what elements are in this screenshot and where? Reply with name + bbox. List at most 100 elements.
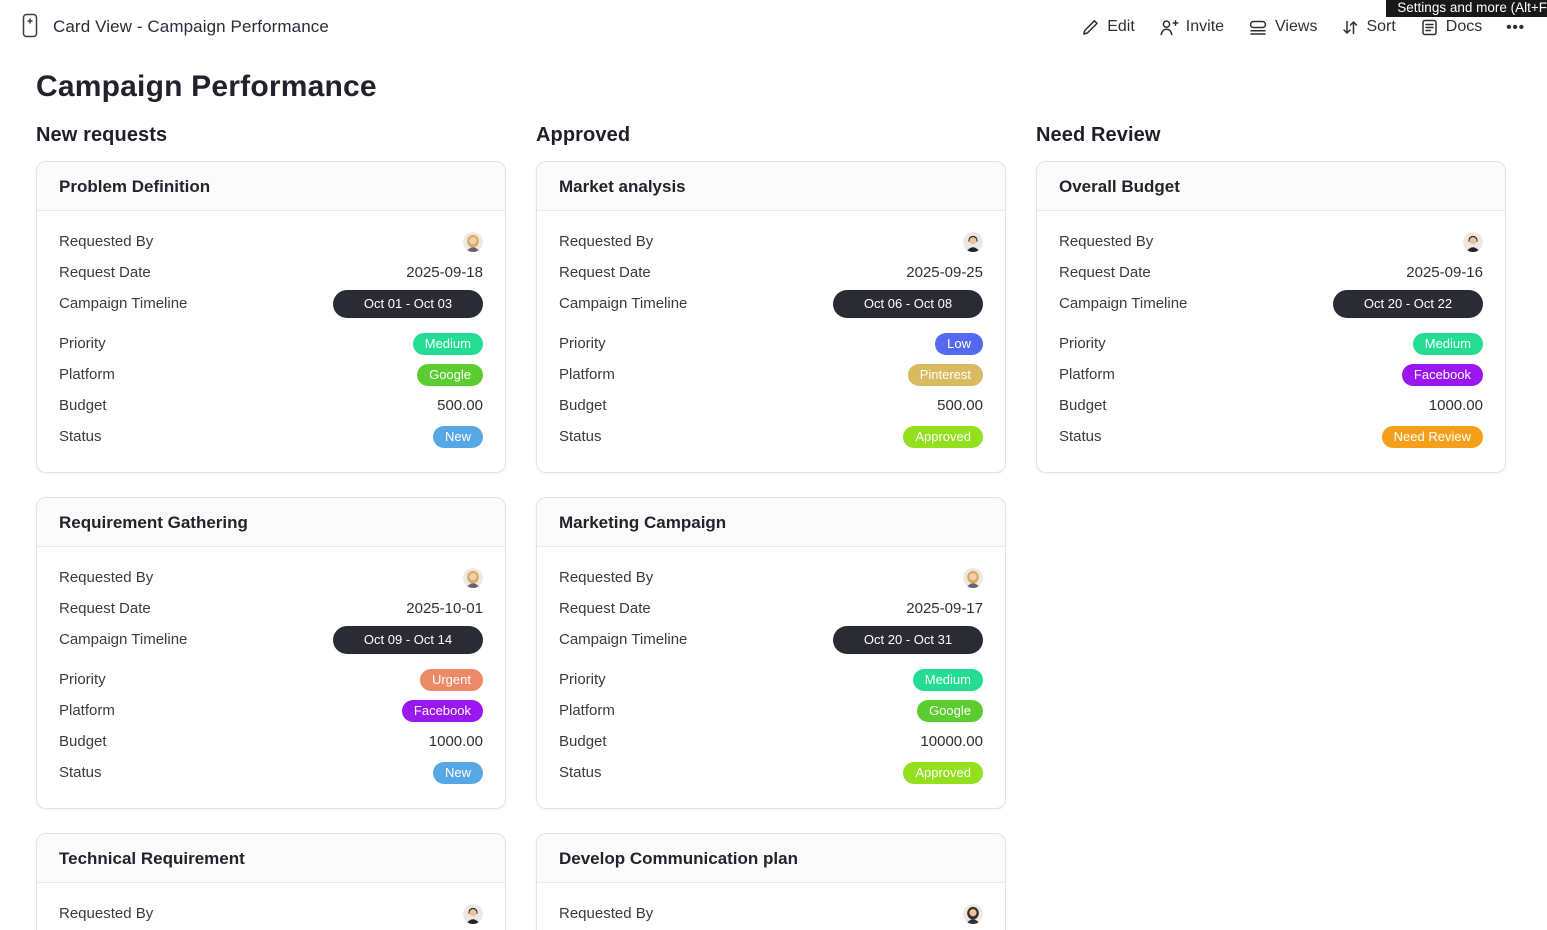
field-row-status: Status New [59, 757, 483, 788]
field-row-requested-by: Requested By [559, 562, 983, 593]
status-pill: Approved [903, 761, 983, 784]
card-header: Market analysis [537, 162, 1005, 211]
budget-value: 500.00 [937, 397, 983, 414]
ellipsis-icon: ••• [1506, 18, 1525, 36]
field-label: Request Date [559, 264, 651, 281]
priority-pill: Low [935, 332, 983, 355]
field-label: Priority [1059, 335, 1106, 352]
card-view-window-button[interactable] [20, 13, 40, 42]
field-row-status: Status Approved [559, 421, 983, 452]
card-title: Market analysis [559, 177, 686, 196]
field-label: Priority [59, 335, 106, 352]
card-technical-requirement[interactable]: Technical Requirement Requested By [36, 833, 506, 930]
topbar: Card View - Campaign Performance Edit In… [0, 0, 1547, 48]
more-button[interactable]: ••• [1502, 15, 1529, 40]
field-label: Status [59, 428, 102, 445]
field-row-request-date: Request Date 2025-09-18 [59, 257, 483, 288]
field-label: Request Date [559, 600, 651, 617]
field-row-platform: Platform Google [559, 695, 983, 726]
field-row-requested-by: Requested By [559, 898, 983, 929]
field-row-status: Status Need Review [1059, 421, 1483, 452]
invite-label: Invite [1185, 18, 1225, 35]
field-row-status: Status Approved [559, 757, 983, 788]
card-header: Problem Definition [37, 162, 505, 211]
field-label: Status [1059, 428, 1102, 445]
card-title: Overall Budget [1059, 177, 1180, 196]
field-label: Status [559, 764, 602, 781]
card-market-analysis[interactable]: Market analysis Requested By Request Dat… [536, 161, 1006, 473]
field-row-requested-by: Requested By [59, 226, 483, 257]
window-title-group: Card View - Campaign Performance [20, 13, 329, 42]
field-row-request-date: Request Date 2025-10-01 [59, 593, 483, 624]
field-row-priority: Priority Low [559, 328, 983, 359]
field-row-platform: Platform Facebook [1059, 359, 1483, 390]
field-row-requested-by: Requested By [59, 562, 483, 593]
card-marketing-campaign[interactable]: Marketing Campaign Requested By Request … [536, 497, 1006, 809]
card-body: Requested By Request Date 2025-09-16 Cam… [1037, 211, 1505, 472]
field-label: Request Date [59, 600, 151, 617]
request-date-value: 2025-09-25 [906, 264, 983, 281]
priority-pill: Medium [412, 332, 483, 355]
docs-label: Docs [1445, 18, 1483, 35]
field-label: Budget [59, 733, 107, 750]
field-label: Requested By [59, 905, 154, 922]
status-pill: Approved [903, 425, 983, 448]
field-row-requested-by: Requested By [1059, 226, 1483, 257]
field-row-priority: Priority Medium [59, 328, 483, 359]
card-title: Requirement Gathering [59, 513, 248, 532]
field-row-request-date: Request Date 2025-09-25 [559, 257, 983, 288]
field-row-requested-by: Requested By [559, 226, 983, 257]
field-label: Priority [559, 335, 606, 352]
card-title: Marketing Campaign [559, 513, 727, 532]
card-body: Requested By Request Date 2025-09-17 Cam… [537, 547, 1005, 808]
column-approved: Approved Market analysis Requested By Re… [536, 124, 1006, 930]
board-content: Campaign Performance New requests Proble… [0, 70, 1547, 930]
edit-button[interactable]: Edit [1077, 14, 1139, 41]
avatar [463, 567, 483, 588]
request-date-value: 2025-09-16 [1406, 264, 1483, 281]
avatar [963, 231, 983, 252]
platform-pill: Facebook [1401, 363, 1483, 386]
pencil-icon [1081, 18, 1100, 37]
field-label: Priority [59, 671, 106, 688]
field-row-campaign-timeline: Campaign Timeline Oct 20 - Oct 22 [1059, 288, 1483, 319]
budget-value: 1000.00 [1428, 397, 1483, 414]
field-row-campaign-timeline: Campaign Timeline Oct 20 - Oct 31 [559, 624, 983, 655]
card-develop-communication-plan[interactable]: Develop Communication plan Requested By [536, 833, 1006, 930]
page-title: Campaign Performance [36, 70, 377, 103]
field-label: Request Date [1059, 264, 1151, 281]
status-pill: New [432, 425, 483, 448]
field-label: Requested By [559, 233, 654, 250]
platform-pill: Google [417, 363, 483, 386]
sort-arrows-icon [1341, 18, 1359, 37]
field-row-budget: Budget 500.00 [559, 390, 983, 421]
sort-button[interactable]: Sort [1337, 14, 1399, 41]
card-overall-budget[interactable]: Overall Budget Requested By Request Date… [1036, 161, 1506, 473]
card-header: Overall Budget [1037, 162, 1505, 211]
field-row-platform: Platform Pinterest [559, 359, 983, 390]
card-title: Technical Requirement [59, 849, 245, 868]
field-label: Budget [1059, 397, 1107, 414]
field-row-priority: Priority Urgent [59, 664, 483, 695]
card-requirement-gathering[interactable]: Requirement Gathering Requested By Reque… [36, 497, 506, 809]
priority-pill: Medium [1412, 332, 1483, 355]
views-icon [1248, 18, 1268, 37]
edit-label: Edit [1107, 18, 1135, 35]
field-row-request-date: Request Date 2025-09-16 [1059, 257, 1483, 288]
field-row-request-date: Request Date 2025-09-17 [559, 593, 983, 624]
field-row-budget: Budget 1000.00 [59, 726, 483, 757]
avatar [463, 903, 483, 924]
card-header: Develop Communication plan [537, 834, 1005, 883]
priority-pill: Urgent [419, 668, 483, 691]
card-plus-icon [20, 13, 40, 42]
views-button[interactable]: Views [1244, 14, 1321, 41]
field-label: Campaign Timeline [559, 295, 688, 312]
invite-button[interactable]: Invite [1155, 14, 1228, 41]
card-problem-definition[interactable]: Problem Definition Requested By Request … [36, 161, 506, 473]
field-label: Budget [559, 397, 607, 414]
request-date-value: 2025-09-17 [906, 600, 983, 617]
card-header: Marketing Campaign [537, 498, 1005, 547]
field-row-campaign-timeline: Campaign Timeline Oct 01 - Oct 03 [59, 288, 483, 319]
docs-button[interactable]: Docs [1416, 14, 1486, 41]
timeline-pill: Oct 20 - Oct 22 [1333, 289, 1483, 318]
